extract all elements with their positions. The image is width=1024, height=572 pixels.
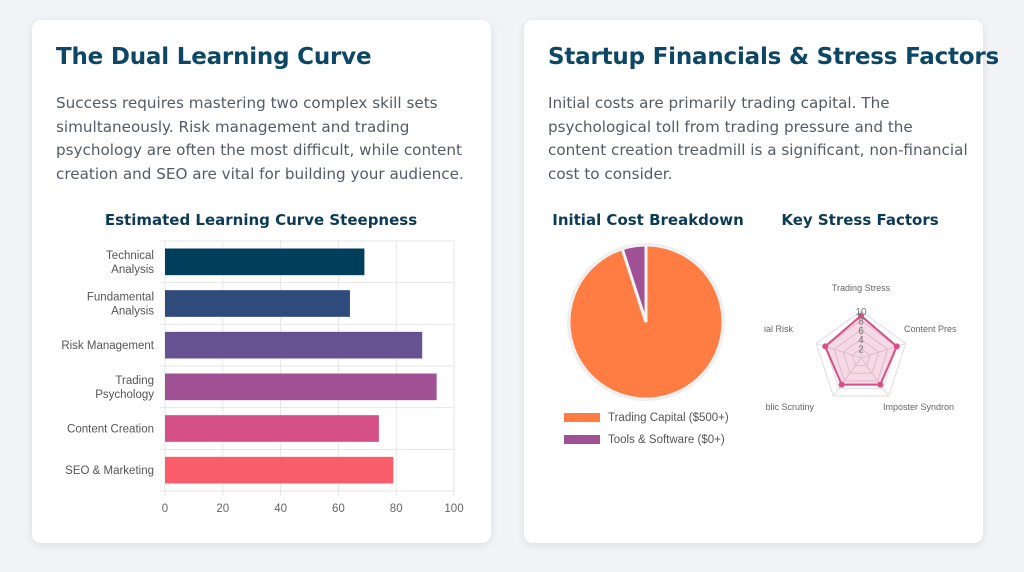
radar-axis-label: Content Pres (904, 324, 957, 334)
category-label: Analysis (111, 306, 154, 318)
radar-point[interactable] (858, 312, 864, 319)
radar-axis-label: Trading Stress (832, 283, 891, 293)
radar-tick-label: 6 (858, 326, 864, 337)
radar-point[interactable] (822, 343, 829, 350)
category-label: Psychology (95, 389, 154, 401)
card-title: Startup Financials & Stress Factors (548, 44, 1000, 70)
radar-tick-label: 2 (858, 345, 864, 356)
radar-tick-label: 8 (858, 316, 864, 327)
bar[interactable] (165, 331, 423, 359)
radar-grid (842, 338, 880, 374)
radar-point[interactable] (838, 381, 845, 388)
radar-tick-label: 10 (855, 307, 867, 318)
x-tick-label: 60 (332, 503, 345, 515)
category-label: Fundamental (87, 292, 154, 304)
category-label: Trading (115, 375, 154, 387)
category-label: SEO & Marketing (65, 465, 154, 477)
learning-curve-card: The Dual Learning Curve Success requires… (32, 20, 491, 543)
pie-outline (567, 243, 725, 401)
category-label: Content Creation (67, 424, 154, 436)
bar[interactable] (165, 456, 394, 484)
radar-spoke (860, 357, 890, 397)
legend-label: Trading Capital ($500+) (608, 412, 729, 424)
legend-swatch[interactable] (564, 413, 600, 422)
radar-grid (851, 347, 871, 367)
cost-breakdown-pie-chart: Trading Capital ($500+) Tools & Software … (564, 243, 729, 446)
x-tick-label: 20 (216, 503, 229, 515)
category-label: Analysis (111, 264, 154, 276)
bar[interactable] (165, 415, 379, 442)
radar-axis-label: Imposter Syndron (883, 402, 954, 412)
radar-axis-label: blic Scrutiny (765, 402, 814, 412)
x-tick-label: 40 (274, 503, 287, 515)
bar[interactable] (165, 373, 437, 401)
radar-grid (815, 310, 907, 397)
category-label: Technical (106, 250, 154, 262)
radar-point[interactable] (893, 343, 900, 350)
card-description: Success requires mastering two complex s… (56, 94, 464, 183)
legend-label: Tools & Software ($0+) (608, 434, 725, 446)
financials-card: Startup Financials & Stress Factors Init… (524, 20, 999, 543)
legend-swatch[interactable] (564, 435, 600, 444)
radar-chart-title: Key Stress Factors (781, 211, 939, 229)
x-tick-label: 100 (444, 503, 463, 515)
learning-curve-bar-chart: 0 20 40 60 80 100 Technical Analysis Fundamental… (61, 240, 464, 515)
pie-chart-title: Initial Cost Breakdown (552, 211, 744, 229)
x-tick-label: 0 (162, 503, 168, 515)
radar-tick-label: 4 (858, 335, 864, 346)
bar-chart-title: Estimated Learning Curve Steepness (104, 211, 418, 229)
radar-axis-label: ial Risk (764, 324, 794, 334)
category-label: Risk Management (61, 340, 154, 352)
bar[interactable] (165, 248, 365, 276)
radar-point[interactable] (877, 381, 884, 388)
radar-grid (833, 329, 889, 382)
radar-spoke (832, 357, 862, 397)
radar-series-area (824, 314, 898, 386)
x-tick-label: 80 (390, 503, 403, 515)
card-title: The Dual Learning Curve (56, 44, 372, 70)
bar[interactable] (165, 290, 350, 317)
card-description: Initial costs are primarily trading capi… (548, 94, 968, 183)
